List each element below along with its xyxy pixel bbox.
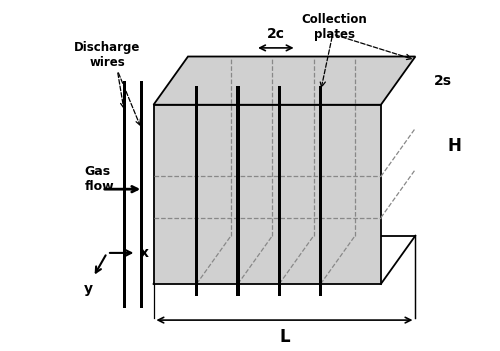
Bar [319,86,322,296]
Text: x: x [140,246,148,260]
Text: L: L [279,328,290,346]
Polygon shape [154,105,381,284]
Polygon shape [154,57,416,105]
Text: Collection
plates: Collection plates [302,13,368,41]
Text: Gas
flow: Gas flow [84,165,114,193]
Text: 2c: 2c [267,27,285,41]
Bar [195,86,198,296]
Text: 2s: 2s [434,74,452,88]
Text: y: y [84,282,92,296]
Text: H: H [448,137,462,155]
Bar [122,81,126,308]
Bar [140,81,143,308]
Bar [278,86,281,296]
Text: Discharge
wires: Discharge wires [74,41,140,68]
Bar [236,86,240,296]
